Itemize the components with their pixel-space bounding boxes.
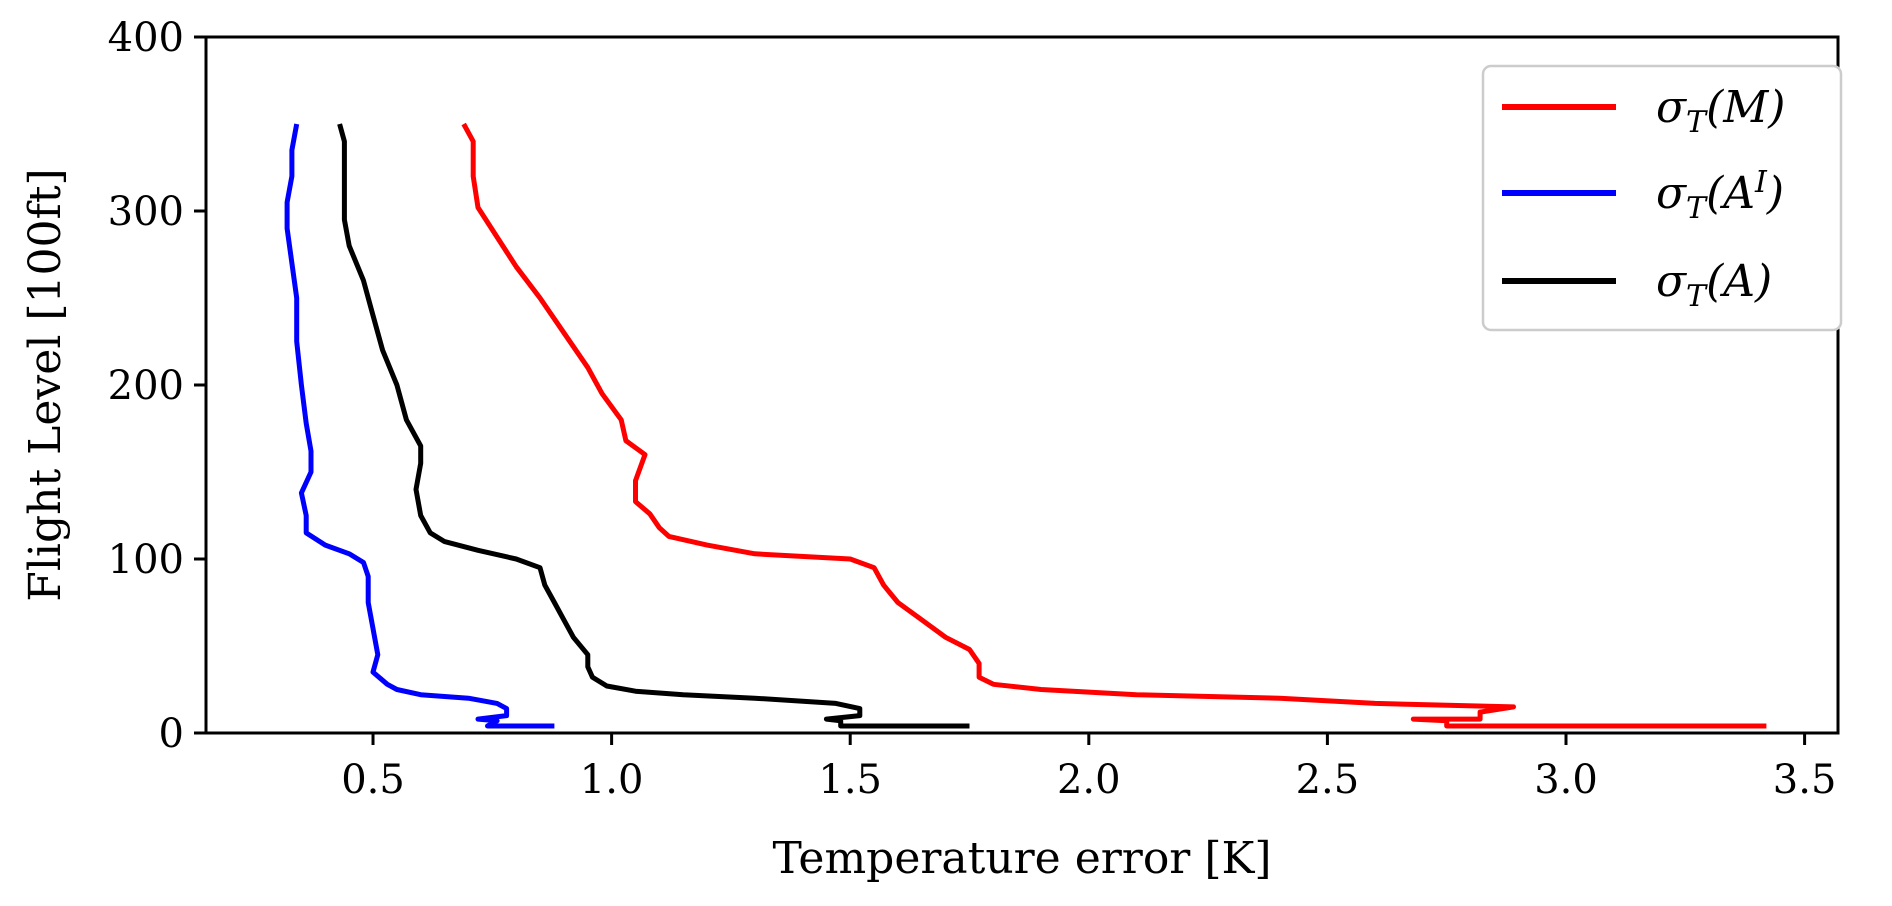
series-line-1 <box>284 123 555 729</box>
y-axis-title: Flight Level [100ft] <box>20 168 71 601</box>
legend-label-1: σT(AI) <box>1656 165 1784 226</box>
y-tick-label: 0 <box>159 711 184 757</box>
x-tick-label: 0.5 <box>341 757 405 803</box>
x-tick-label: 2.0 <box>1057 757 1121 803</box>
x-tick-label: 3.0 <box>1534 757 1598 803</box>
series-layer <box>284 122 1767 729</box>
series-line-2 <box>337 123 970 729</box>
y-tick-label: 400 <box>108 15 184 61</box>
y-tick-label: 200 <box>108 363 184 409</box>
y-tick-label: 300 <box>108 189 184 235</box>
series-line-0 <box>461 122 1767 729</box>
legend: σT(M) σT(AI) σT(A) <box>1481 64 1843 332</box>
x-tick-label: 1.0 <box>580 757 644 803</box>
x-tick-label: 2.5 <box>1296 757 1360 803</box>
legend-label-0: σT(M) <box>1656 82 1785 140</box>
x-tick-label: 1.5 <box>818 757 882 803</box>
x-axis-title: Temperature error [K] <box>772 833 1271 884</box>
legend-label-2: σT(A) <box>1656 256 1772 314</box>
x-tick-label: 3.5 <box>1773 757 1837 803</box>
y-tick-label: 100 <box>108 537 184 583</box>
ticks-layer: 0.5 1.0 1.5 2.0 2.5 3.0 3.5 0 100 200 300 400 <box>108 15 1837 803</box>
legend-box <box>1481 64 1843 332</box>
